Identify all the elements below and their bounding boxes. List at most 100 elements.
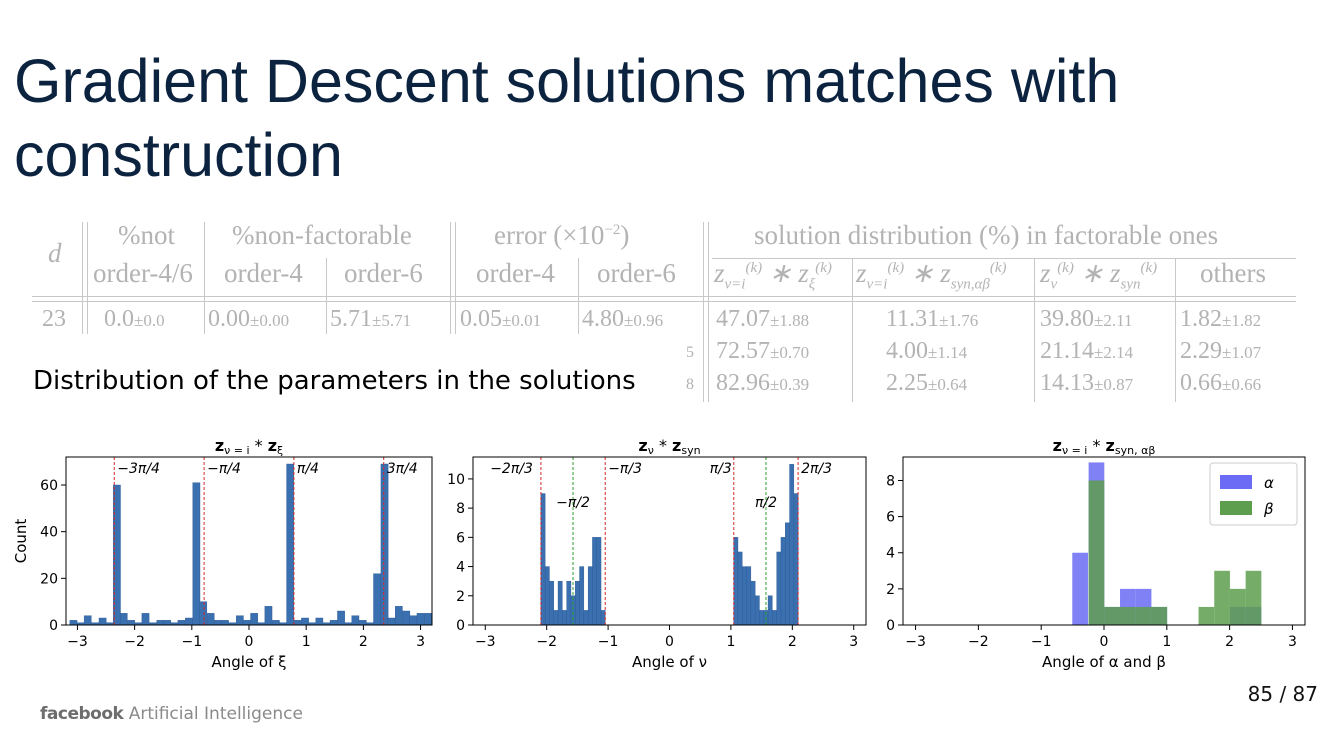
col-error-header: error (×10−2) — [494, 220, 629, 251]
histogram-bar — [566, 580, 572, 626]
logo-brand: facebook — [40, 704, 124, 724]
col-err-order6-header: order-6 — [597, 258, 676, 288]
histogram-bar — [387, 617, 396, 626]
x-axis-label: Angle of α and β — [1042, 653, 1166, 671]
histogram-bar — [293, 620, 302, 626]
table-cell: 14.13±0.87 — [1040, 370, 1134, 396]
histogram-bar — [1088, 480, 1105, 625]
histogram-bar — [329, 620, 338, 626]
col-dist2-header: zν=i(k) ∗ zsyn,αβ(k) — [856, 258, 1007, 293]
table-cell: 0.66±0.66 — [1180, 370, 1262, 396]
row-label: 23 — [42, 306, 66, 332]
table-vrule — [450, 222, 451, 334]
x-tick-label: −2 — [968, 634, 989, 650]
y-tick-label: 2 — [456, 589, 465, 605]
histogram-nu: −2π/3 −π/2 −π/3 π/3 π/2 2π/3 −3 −2 −1 0 1 2 3 0 2 4 6 8 10… — [447, 436, 867, 671]
histogram-bar — [579, 566, 585, 626]
slide-title-line2: construction — [14, 121, 343, 189]
legend-swatch — [1220, 475, 1252, 489]
col-dist3-header: zν(k) ∗ zsyn(k) — [1040, 258, 1158, 293]
reference-line-label: π/4 — [297, 461, 319, 477]
legend-label: β — [1263, 500, 1274, 518]
row-label: 8 — [686, 376, 694, 393]
table-cell: 4.00±1.14 — [886, 338, 968, 364]
y-tick-label: 4 — [456, 560, 465, 576]
histogram-bar — [315, 617, 324, 626]
slide-title-line1: Gradient Descent solutions matches with — [14, 47, 1120, 115]
table-cell: 2.29±1.07 — [1180, 338, 1262, 364]
histogram-bar — [737, 551, 743, 626]
table-rule — [712, 258, 1296, 259]
histogram-bar — [1151, 606, 1168, 625]
table-cell: 0.05±0.01 — [460, 306, 542, 332]
histogram-bar — [767, 595, 773, 626]
table-cell: 82.96±0.39 — [716, 370, 810, 396]
histogram-bar — [583, 610, 589, 626]
y-tick-label: 0 — [49, 618, 58, 634]
histogram-bar — [742, 566, 747, 626]
histogram-bar — [359, 620, 367, 626]
histogram-bar — [416, 613, 425, 626]
y-tick-label: 20 — [40, 571, 58, 587]
histogram-bar — [759, 610, 764, 626]
histogram-bar — [250, 613, 258, 626]
table-vrule — [87, 222, 88, 334]
reference-line-label: −3π/4 — [117, 461, 160, 477]
x-tick-label: 2 — [359, 634, 368, 650]
col-error-close: ) — [620, 220, 630, 250]
histogram-bar — [242, 620, 251, 626]
histogram-xi: −3π/4 −π/4 π/4 3π/4 −3 −2 −1 0 1 2 3 0 20 40 60 Angle o… — [12, 436, 433, 671]
histogram-bar — [754, 595, 760, 626]
histogram-bar — [562, 610, 567, 626]
x-tick-label: 2 — [1225, 634, 1234, 650]
y-tick-label: 8 — [886, 473, 895, 489]
y-tick-label: 2 — [886, 582, 895, 598]
histogram-bar — [750, 580, 756, 626]
histogram-bar — [380, 463, 389, 626]
x-tick-label: −3 — [905, 634, 926, 650]
histogram-bar — [214, 620, 222, 626]
col-others-header: others — [1200, 258, 1266, 288]
histogram-bar — [553, 610, 559, 626]
histogram-bar — [557, 580, 563, 626]
histogram-bar — [1214, 570, 1230, 625]
col-nonfactorable-header: %non-factorable — [232, 220, 412, 250]
histogram-bar — [587, 566, 593, 626]
reference-line-label: −π/2 — [556, 495, 590, 511]
histogram-bar — [1104, 606, 1121, 625]
histogram-bar — [544, 566, 550, 626]
reference-line-label: −π/3 — [608, 461, 642, 477]
histogram-bar — [301, 617, 309, 626]
table-vrule — [1175, 258, 1176, 402]
y-tick-label: 10 — [447, 472, 465, 488]
x-tick-label: 0 — [1100, 634, 1109, 650]
histogram-bar — [793, 493, 799, 626]
reference-line-label: 3π/4 — [387, 461, 418, 477]
histogram-bar — [733, 537, 739, 626]
chart-title: zν * zsyn — [638, 436, 700, 457]
histogram-bar — [746, 566, 752, 626]
figure-caption: Distribution of the parameters in the so… — [33, 366, 636, 396]
histogram-bar — [785, 522, 790, 626]
table-vrule — [455, 222, 456, 334]
histogram-bar — [337, 610, 345, 626]
histogram-bar — [409, 615, 417, 626]
histogram-bar — [199, 601, 208, 626]
col-distribution-header: solution distribution (%) in factorable … — [754, 220, 1219, 250]
histogram-bar — [286, 463, 294, 626]
col-d-header: d — [48, 238, 62, 268]
histogram-bar — [373, 573, 381, 626]
x-tick-label: 3 — [1288, 634, 1297, 650]
table-rule — [32, 301, 1296, 302]
histogram-bar — [776, 551, 782, 626]
histogram-bar — [540, 493, 546, 626]
histogram-bar — [1198, 606, 1215, 625]
chart-title: zν = i * zξ — [215, 436, 283, 457]
x-tick-label: −2 — [536, 634, 557, 650]
x-tick-label: 1 — [726, 634, 735, 650]
y-tick-label: 6 — [886, 510, 895, 526]
table-cell: 2.25±0.64 — [886, 370, 968, 396]
col-error-text: error (×10 — [494, 220, 605, 250]
table-vrule — [1034, 258, 1035, 402]
